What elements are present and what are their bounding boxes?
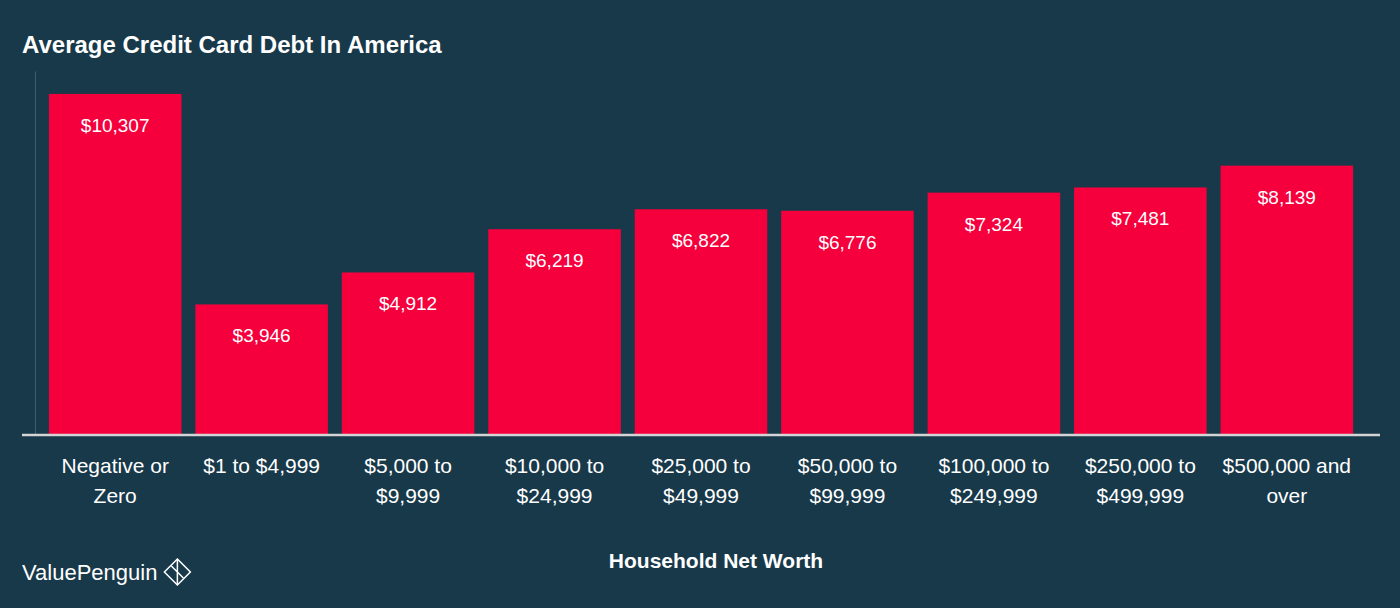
chart-title: Average Credit Card Debt In America — [22, 31, 442, 58]
x-tick: Negative orZero — [61, 454, 168, 507]
x-tick-label: $5,000 to$9,999 — [364, 454, 452, 507]
bar — [1221, 166, 1354, 435]
bar — [488, 229, 621, 435]
x-tick: $5,000 to$9,999 — [364, 454, 452, 507]
x-tick: $250,000 to$499,999 — [1085, 454, 1196, 507]
data-label: $10,307 — [81, 115, 150, 136]
x-tick-label: $250,000 to$499,999 — [1085, 454, 1196, 507]
data-label: $6,219 — [525, 250, 583, 271]
bar — [195, 304, 328, 435]
x-tick-label: Negative orZero — [61, 454, 168, 507]
x-tick-label: $100,000 to$249,999 — [938, 454, 1049, 507]
bar — [928, 193, 1061, 435]
x-tick: $100,000 to$249,999 — [938, 454, 1049, 507]
y-axis-line — [35, 72, 36, 436]
x-axis-line — [22, 434, 1380, 437]
bars — [49, 94, 1353, 435]
data-label: $8,139 — [1258, 187, 1316, 208]
brand-logo — [164, 559, 190, 585]
x-tick-label: $1 to $4,999 — [203, 454, 320, 477]
x-tick-label: $500,000 andover — [1223, 454, 1351, 507]
bar — [1074, 187, 1207, 435]
x-tick: $1 to $4,999 — [203, 454, 320, 477]
y-axis — [35, 72, 36, 436]
x-tick: $500,000 andover — [1223, 454, 1351, 507]
bar — [781, 211, 914, 435]
data-label: $6,776 — [818, 232, 876, 253]
x-tick: $50,000 to$99,999 — [798, 454, 897, 507]
x-axis-title: Household Net Worth — [609, 549, 823, 572]
x-axis: Negative orZero $1 to $4,999 $5,000 to$9,9… — [22, 435, 1380, 507]
chart: Average Credit Card Debt In America Negat… — [0, 0, 1400, 608]
annotation: ValuePenguin — [22, 560, 157, 585]
x-tick: $25,000 to$49,999 — [651, 454, 750, 507]
x-tick-label: $25,000 to$49,999 — [651, 454, 750, 507]
x-tick: $10,000 to$24,999 — [505, 454, 604, 507]
data-label: $4,912 — [379, 293, 437, 314]
x-tick-label: $50,000 to$99,999 — [798, 454, 897, 507]
bar — [49, 94, 182, 435]
x-tick-label: $10,000 to$24,999 — [505, 454, 604, 507]
brand-logo-shape — [171, 559, 183, 585]
bar — [342, 272, 475, 435]
data-label: $6,822 — [672, 230, 730, 251]
data-label: $3,946 — [233, 325, 291, 346]
data-labels: $10,307 $3,946 $4,912 $6,219 $6,822 $6,776 $7,… — [81, 115, 1316, 346]
background — [0, 0, 1400, 608]
data-label: $7,481 — [1111, 208, 1169, 229]
brand-logo-shape — [164, 559, 190, 585]
data-label: $7,324 — [965, 214, 1024, 235]
bar — [635, 209, 768, 435]
